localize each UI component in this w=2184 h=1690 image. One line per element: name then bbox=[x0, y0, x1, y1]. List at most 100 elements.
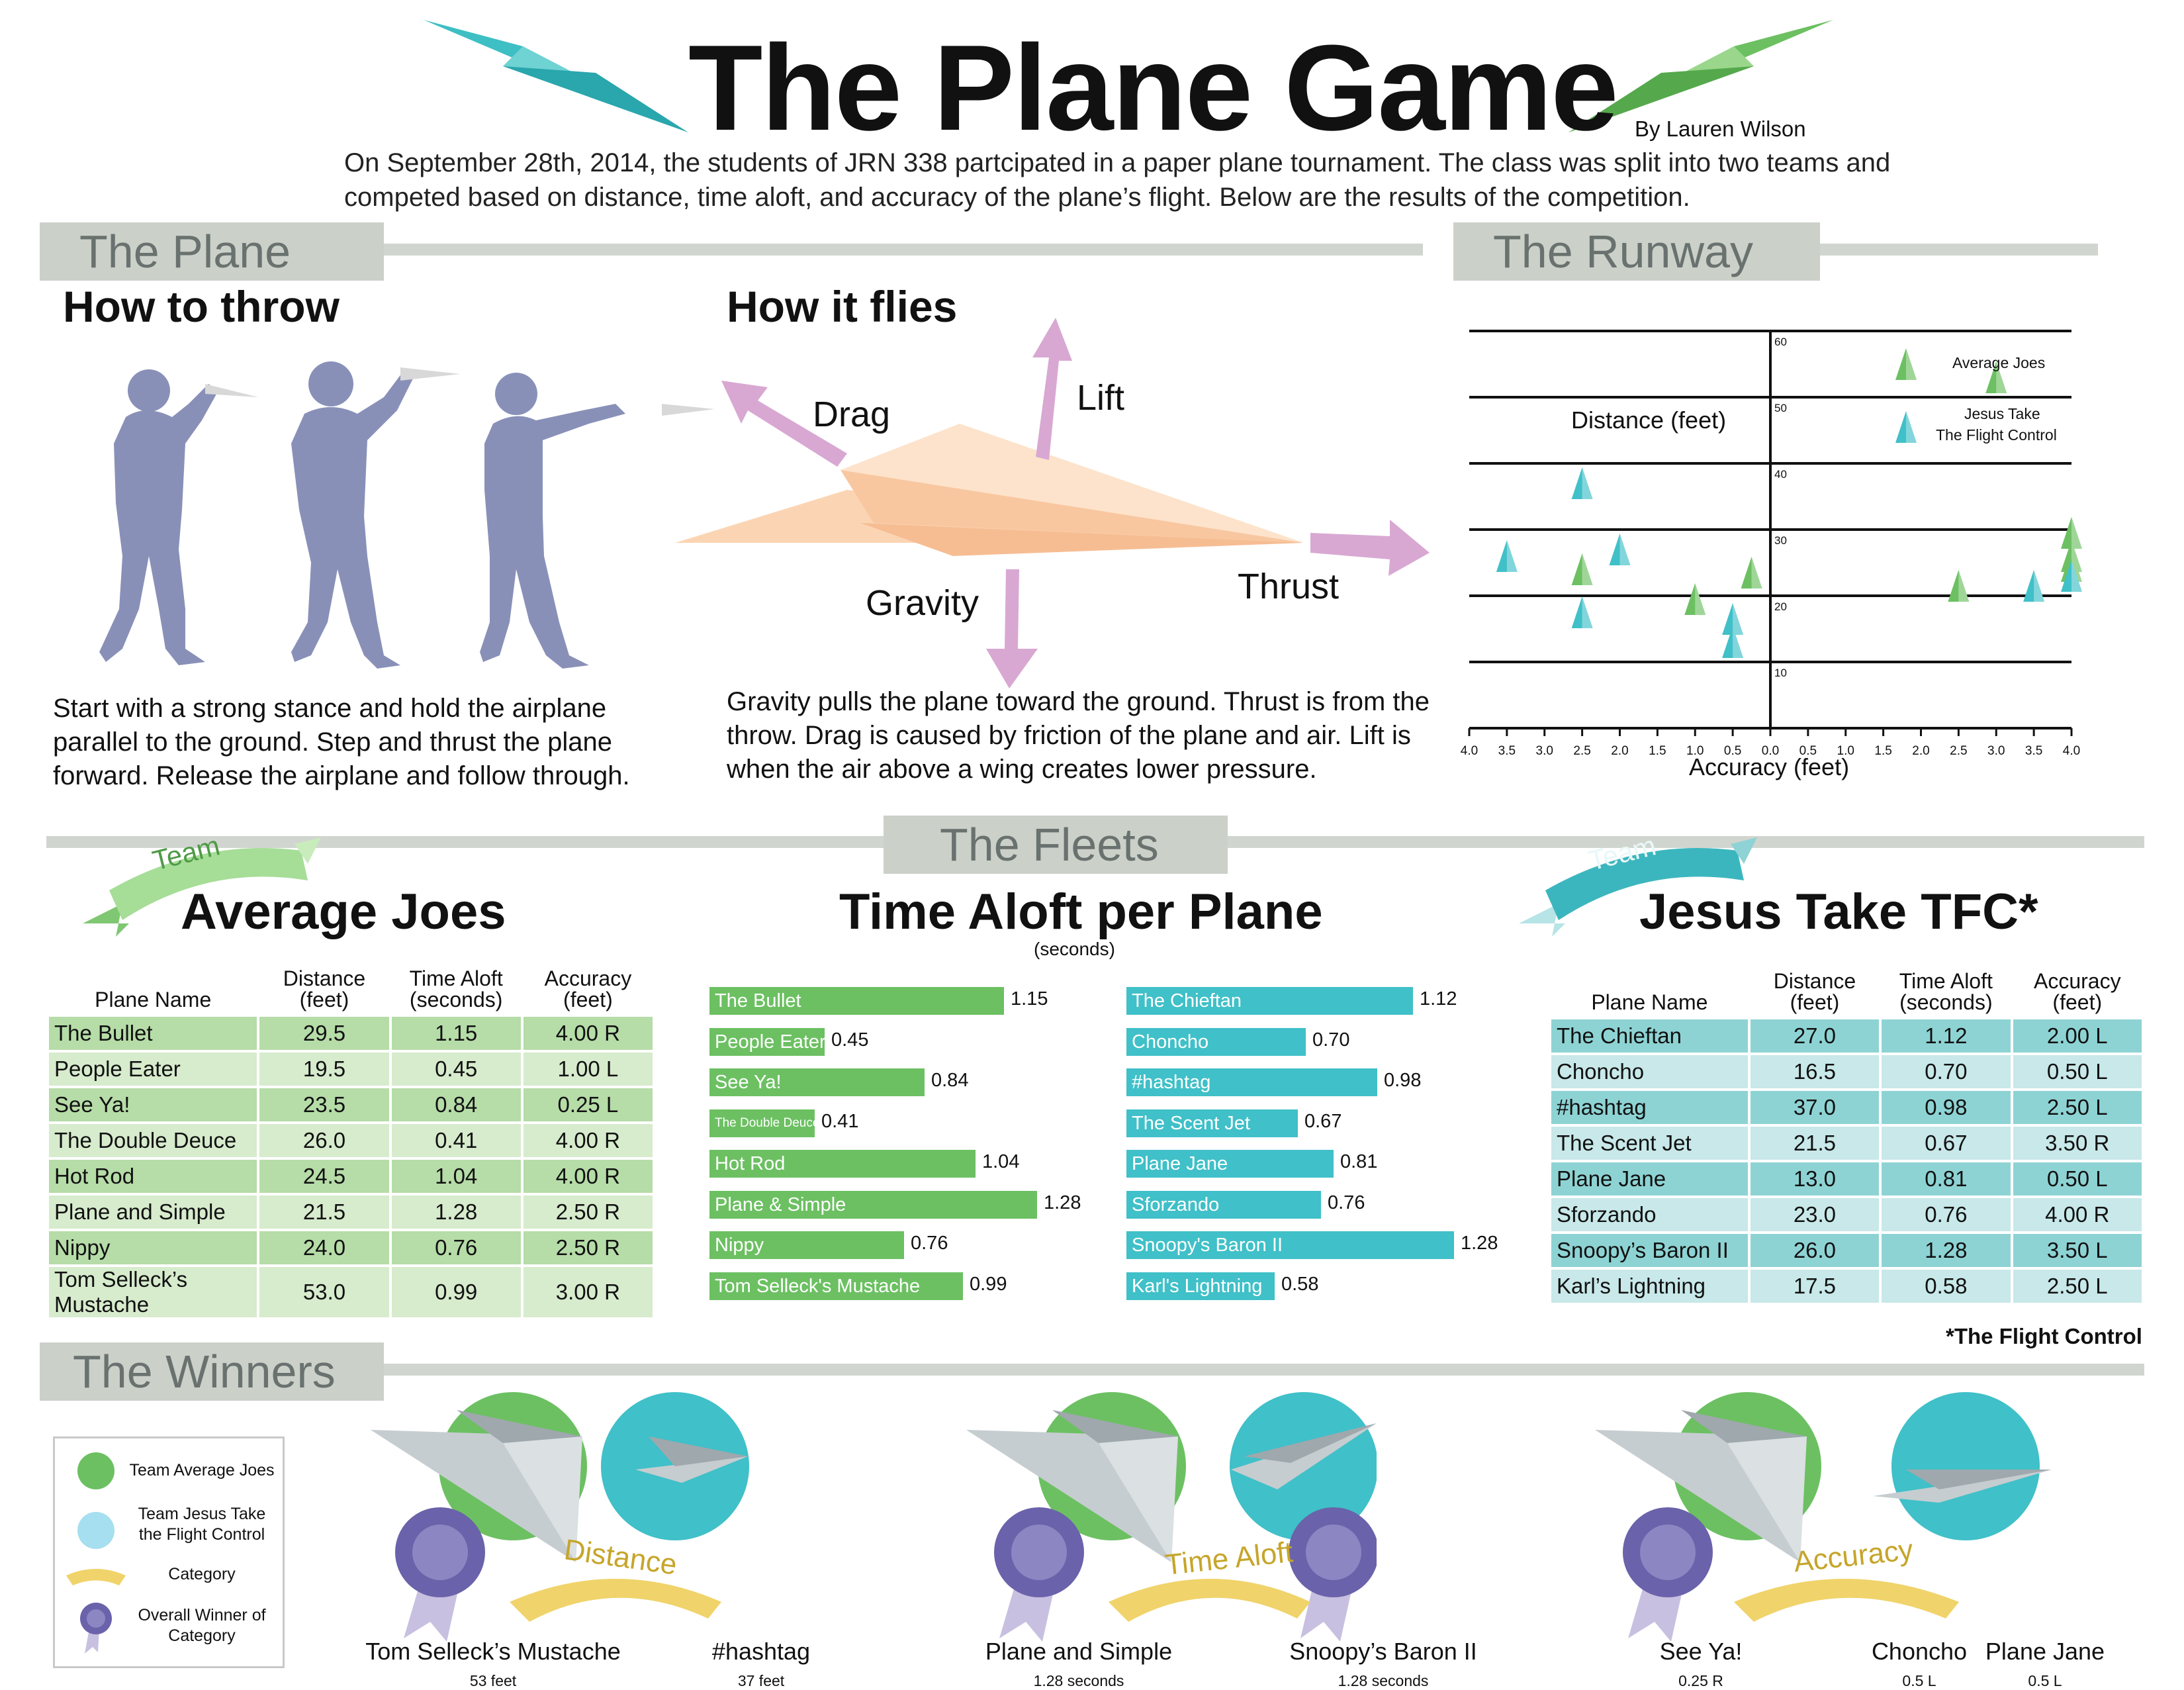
time-bar-value: 0.41 bbox=[821, 1110, 859, 1132]
jesus-take-tfc-point-shade bbox=[1619, 534, 1631, 565]
cell-accuracy: 4.00 R bbox=[523, 1124, 653, 1157]
time-winner-a-value: 1.28 seconds bbox=[1033, 1672, 1124, 1689]
cell-time: 0.70 bbox=[1882, 1055, 2011, 1088]
runway-x-label: Accuracy (feet) bbox=[1689, 753, 1850, 780]
time-bar: Karl's Lightning bbox=[1126, 1272, 1275, 1300]
time-bar-value: 0.76 bbox=[911, 1233, 948, 1254]
cell-distance: 27.0 bbox=[1750, 1019, 1880, 1053]
x-tick-label: 2.0 bbox=[1912, 744, 1929, 758]
time-bar: People Eater bbox=[709, 1027, 825, 1056]
x-tick-label: 2.5 bbox=[1573, 744, 1590, 758]
cell-name: Plane and Simple bbox=[49, 1196, 257, 1229]
team-a-banner bbox=[83, 837, 321, 937]
time-bar: The Bullet bbox=[709, 987, 1004, 1015]
table-row: The Double Deuce 26.0 0.41 4.00 R bbox=[49, 1124, 653, 1157]
drag-label: Drag bbox=[813, 395, 891, 434]
cell-accuracy: 0.25 L bbox=[523, 1088, 653, 1121]
time-bar: The Chieftan bbox=[1126, 987, 1413, 1015]
green-dot-icon bbox=[77, 1452, 114, 1489]
legend-teal-label: Team Jesus Take the Flight Control bbox=[138, 1505, 266, 1544]
cell-name: Sforzando bbox=[1551, 1198, 1748, 1231]
col-distance: Distance (feet) bbox=[1773, 969, 1856, 1014]
distance-award bbox=[371, 1392, 749, 1642]
time-bar-value: 1.15 bbox=[1011, 988, 1048, 1009]
drag-arrow bbox=[721, 381, 847, 467]
cell-time: 0.67 bbox=[1882, 1127, 2011, 1160]
table-row: Karl’s Lightning 17.5 0.58 2.50 L bbox=[1551, 1270, 2142, 1303]
accuracy-winner-b-value: 0.5 L bbox=[1902, 1672, 1936, 1689]
rosette-icon bbox=[80, 1603, 112, 1654]
time-bar-value: 1.28 bbox=[1044, 1192, 1081, 1213]
table-row: The Scent Jet 21.5 0.67 3.50 R bbox=[1551, 1127, 2142, 1160]
winners-section-tab: The Winners bbox=[40, 1342, 384, 1401]
cell-distance: 17.5 bbox=[1750, 1270, 1880, 1303]
time-bar-value: 0.76 bbox=[1328, 1192, 1365, 1213]
jesus-take-tfc-point bbox=[1496, 540, 1518, 572]
lift-arrow bbox=[1032, 318, 1072, 460]
average-joes-point-shade bbox=[1695, 583, 1706, 615]
team-b-table: Plane Name Distance (feet) Time Aloft (sec… bbox=[1549, 968, 2144, 1305]
plane-section-rule bbox=[384, 244, 1423, 256]
cell-distance: 26.0 bbox=[1750, 1234, 1880, 1267]
cell-name: Plane Jane bbox=[1551, 1162, 1748, 1196]
time-aloft-bars-team-a: The Bullet 1.15 People Eater 0.45 See Ya! 0.8… bbox=[709, 987, 1107, 1318]
intro-paragraph: On September 28th, 2014, the students of… bbox=[344, 148, 1891, 212]
jesus-take-tfc-point bbox=[1571, 596, 1593, 628]
cell-distance: 26.0 bbox=[259, 1124, 389, 1157]
col-plane-name: Plane Name bbox=[1591, 990, 1708, 1014]
thrower-silhouettes bbox=[99, 361, 715, 669]
team-a-table: Plane Name Distance (feet) Time Aloft (sec… bbox=[46, 965, 655, 1320]
team-a-title: Average Joes bbox=[181, 884, 506, 940]
legend-average-joes-marker bbox=[1895, 348, 1917, 380]
thrower-figure-1 bbox=[99, 369, 218, 665]
cell-name: Hot Rod bbox=[49, 1160, 257, 1193]
jesus-take-tfc-point bbox=[1571, 467, 1593, 499]
accuracy-winner-a: See Ya! bbox=[1659, 1638, 1743, 1665]
cell-time: 1.04 bbox=[391, 1160, 521, 1193]
runway-section-rule bbox=[1820, 244, 2098, 256]
time-bar-value: 0.98 bbox=[1384, 1070, 1422, 1091]
cell-name: Tom Selleck’s Mustache bbox=[49, 1267, 257, 1317]
y-tick-label: 50 bbox=[1774, 402, 1787, 414]
table-row: Choncho 16.5 0.70 0.50 L bbox=[1551, 1055, 2142, 1088]
runway-legend-b2: The Flight Control bbox=[1936, 426, 2057, 444]
teal-dot-icon bbox=[77, 1512, 114, 1549]
y-tick-label: 40 bbox=[1774, 468, 1787, 481]
jesus-take-tfc-point bbox=[1609, 534, 1631, 565]
cell-accuracy: 3.50 R bbox=[2013, 1127, 2142, 1160]
table-row: Plane Jane 13.0 0.81 0.50 L bbox=[1551, 1162, 2142, 1196]
time-bar: Tom Selleck's Mustache bbox=[709, 1272, 963, 1300]
col-plane-name: Plane Name bbox=[95, 988, 212, 1011]
cell-name: #hashtag bbox=[1551, 1091, 1748, 1124]
x-tick-label: 0.5 bbox=[1724, 744, 1741, 758]
time-aloft-title: Time Aloft per Plane bbox=[839, 884, 1323, 940]
table-row: Tom Selleck’s Mustache 53.0 0.99 3.00 R bbox=[49, 1267, 653, 1317]
cell-time: 1.28 bbox=[391, 1196, 521, 1229]
x-tick-label: 1.0 bbox=[1686, 744, 1704, 758]
average-joes-point-shade bbox=[1996, 361, 2007, 393]
y-tick-label: 30 bbox=[1774, 534, 1787, 547]
y-tick-label: 20 bbox=[1774, 600, 1787, 613]
x-tick-label: 4.0 bbox=[1461, 744, 1478, 758]
forces-diagram bbox=[675, 318, 1430, 688]
cell-accuracy: 0.50 L bbox=[2013, 1055, 2142, 1088]
x-tick-label: 0.0 bbox=[1762, 744, 1779, 758]
cell-accuracy: 2.50 L bbox=[2013, 1270, 2142, 1303]
x-tick-label: 3.0 bbox=[1536, 744, 1553, 758]
time-bar: Sforzando bbox=[1126, 1190, 1321, 1219]
team-b-title: Jesus Take TFC* bbox=[1639, 884, 2038, 940]
time-bar-value: 0.67 bbox=[1304, 1110, 1342, 1132]
cell-distance: 19.5 bbox=[259, 1053, 389, 1086]
accuracy-winner-c: Plane Jane bbox=[1985, 1638, 2105, 1665]
thrust-label: Thrust bbox=[1238, 567, 1340, 606]
x-tick-label: 4.0 bbox=[2063, 744, 2080, 758]
cell-name: The Bullet bbox=[49, 1017, 257, 1050]
time-bar-value: 0.45 bbox=[831, 1029, 869, 1051]
average-joes-point bbox=[1948, 570, 1970, 602]
average-joes-point bbox=[1741, 557, 1762, 588]
cell-distance: 53.0 bbox=[259, 1267, 389, 1317]
distance-winner-a: Tom Selleck’s Mustache bbox=[365, 1638, 621, 1665]
average-joes-point-shade bbox=[1751, 557, 1762, 588]
table-row: The Chieftan 27.0 1.12 2.00 L bbox=[1551, 1019, 2142, 1053]
cell-accuracy: 4.00 R bbox=[2013, 1198, 2142, 1231]
